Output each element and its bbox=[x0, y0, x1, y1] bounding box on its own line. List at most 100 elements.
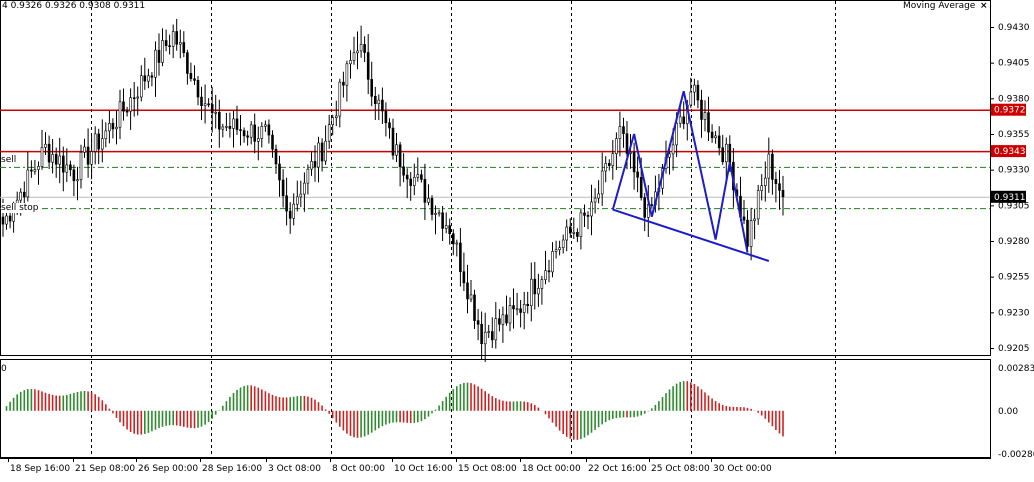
candle bbox=[618, 111, 622, 157]
candle-body bbox=[717, 135, 721, 149]
candle-body bbox=[345, 63, 349, 86]
candle bbox=[356, 31, 359, 70]
candle bbox=[179, 29, 182, 59]
candle bbox=[398, 141, 402, 187]
candle-body bbox=[395, 144, 398, 156]
zigzag-pattern-line[interactable] bbox=[611, 90, 749, 253]
candle bbox=[455, 239, 459, 257]
candle bbox=[600, 152, 604, 206]
candle bbox=[781, 175, 785, 216]
candle bbox=[97, 128, 100, 165]
candle bbox=[703, 100, 707, 132]
candle bbox=[721, 134, 725, 165]
candle bbox=[643, 193, 647, 232]
candle bbox=[235, 105, 239, 135]
candle bbox=[86, 128, 90, 178]
candle-body bbox=[412, 177, 416, 186]
price-tick-label: 0.9305 bbox=[998, 201, 1030, 211]
candle-body bbox=[327, 124, 331, 142]
candle-body bbox=[480, 323, 483, 344]
candle bbox=[150, 72, 154, 87]
candle bbox=[111, 118, 115, 139]
candle bbox=[423, 163, 427, 220]
candle-body bbox=[182, 42, 186, 53]
candle bbox=[462, 252, 466, 291]
candle-body bbox=[210, 104, 214, 114]
candle-body bbox=[249, 124, 253, 138]
candle-body bbox=[388, 122, 391, 129]
candle-body bbox=[221, 126, 225, 130]
candle-body bbox=[8, 215, 12, 222]
candle-body bbox=[576, 232, 579, 237]
neckline-trend-line[interactable] bbox=[612, 208, 770, 262]
level-lines[interactable] bbox=[0, 109, 990, 210]
candle-body bbox=[483, 331, 487, 345]
candle bbox=[140, 65, 143, 102]
candle-body bbox=[402, 166, 405, 176]
candle bbox=[26, 151, 30, 202]
candle-body bbox=[476, 320, 480, 325]
candle-body bbox=[544, 270, 547, 280]
candle bbox=[342, 71, 345, 98]
candle bbox=[498, 309, 501, 332]
candle-body bbox=[129, 97, 132, 112]
price-tick-label: 0.9330 bbox=[998, 166, 1030, 176]
candle bbox=[469, 280, 473, 303]
candle-body bbox=[615, 138, 618, 155]
candle bbox=[274, 144, 278, 174]
candle bbox=[544, 250, 547, 285]
candle-body bbox=[196, 80, 200, 98]
candle bbox=[501, 306, 505, 343]
candle bbox=[707, 96, 710, 141]
candle-body bbox=[547, 270, 551, 273]
candle bbox=[249, 121, 253, 145]
close-icon[interactable]: × bbox=[980, 1, 988, 11]
candle bbox=[473, 289, 476, 329]
tag-red-level-2-box bbox=[991, 145, 1026, 158]
candle bbox=[512, 288, 515, 329]
candle-body bbox=[203, 103, 207, 107]
candle bbox=[313, 145, 317, 182]
tag-current-price-box bbox=[991, 190, 1026, 203]
candle bbox=[441, 206, 444, 241]
time-tick-label: 10 Oct 16:00 bbox=[394, 464, 453, 474]
price-tick-label: 0.9205 bbox=[998, 344, 1030, 354]
candle-body bbox=[561, 239, 565, 248]
candle-body bbox=[742, 216, 746, 221]
pattern-lines[interactable] bbox=[611, 90, 770, 262]
candle bbox=[604, 156, 608, 183]
candle bbox=[586, 211, 590, 230]
candle bbox=[427, 184, 430, 206]
candle bbox=[93, 126, 97, 165]
candle bbox=[693, 78, 696, 106]
candle-body bbox=[749, 220, 753, 247]
candle-body bbox=[462, 271, 466, 284]
candle-body bbox=[334, 115, 338, 119]
candle-body bbox=[512, 305, 515, 310]
candle bbox=[388, 118, 391, 139]
candle-body bbox=[72, 169, 76, 182]
candle-body bbox=[625, 133, 629, 154]
candle bbox=[561, 234, 565, 254]
candle bbox=[771, 149, 774, 195]
indicator-name[interactable]: Moving Average bbox=[903, 1, 976, 11]
candle-body bbox=[671, 144, 675, 155]
candle bbox=[292, 193, 296, 226]
candle bbox=[299, 180, 303, 208]
candle bbox=[437, 209, 441, 217]
oscillator-tick-label: 0.00283 bbox=[998, 364, 1034, 374]
candle bbox=[359, 25, 363, 58]
candle-body bbox=[529, 278, 533, 307]
candle-body bbox=[696, 84, 700, 101]
candle bbox=[352, 36, 356, 65]
candle-body bbox=[359, 44, 363, 52]
candle-body bbox=[225, 126, 228, 128]
candle-body bbox=[459, 242, 462, 273]
candle bbox=[565, 219, 569, 252]
candle-body bbox=[136, 96, 139, 99]
candle-body bbox=[622, 126, 625, 134]
candle bbox=[186, 49, 189, 85]
candle bbox=[182, 31, 186, 58]
candle-body bbox=[721, 147, 725, 163]
